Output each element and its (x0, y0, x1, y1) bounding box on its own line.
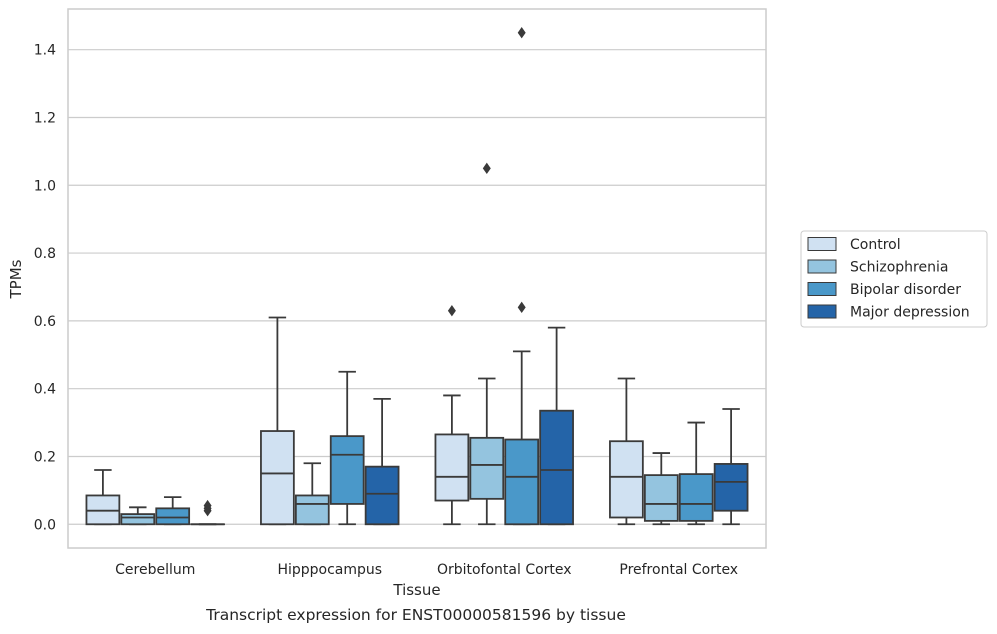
iqr-box (678, 473, 714, 522)
y-tick-label: 0.2 (34, 449, 56, 465)
iqr-box (434, 433, 470, 502)
legend: Control Schizophrenia Bipolar disorder Majo… (800, 230, 988, 328)
legend-label: Control (850, 237, 901, 253)
box-major-depression (364, 397, 400, 526)
y-tick-label: 1.0 (34, 178, 56, 194)
x-tick-label: Hipppocampus (277, 562, 382, 578)
box-schizophrenia (120, 506, 156, 526)
iqr-box (260, 430, 295, 526)
legend-swatch (807, 304, 837, 319)
iqr-box (329, 435, 365, 505)
x-tick-label: Cerebellum (115, 562, 195, 578)
x-tick-label: Prefrontal Cortex (619, 562, 738, 578)
box-major-depression (713, 408, 749, 526)
x-axis-label: Tissue (392, 581, 440, 599)
iqr-box (713, 463, 749, 512)
iqr-box (294, 494, 330, 526)
outlier-marker (203, 499, 212, 512)
iqr-box (469, 436, 505, 500)
outlier-marker (517, 27, 526, 39)
y-tick-label: 0.4 (34, 382, 56, 398)
iqr-box (155, 507, 191, 526)
plot-area-frame (67, 8, 767, 549)
outlier-marker (517, 301, 526, 314)
box-control (260, 316, 295, 526)
box-schizophrenia (469, 162, 505, 526)
y-tick-label: 0.6 (34, 314, 56, 330)
box-bipolar-disorder (504, 27, 540, 526)
outlier-marker (482, 162, 491, 175)
box-control (609, 377, 644, 526)
iqr-box (643, 474, 679, 522)
y-tick-label: 1.2 (34, 110, 56, 126)
iqr-box (609, 440, 644, 519)
legend-swatch (807, 282, 837, 296)
box-bipolar-disorder (678, 421, 714, 526)
y-tick-labels: 0.0 0.2 0.4 0.6 0.8 1.0 1.2 1.4 (34, 43, 56, 534)
y-axis-label: TPMs (7, 259, 25, 299)
legend-label: Bipolar disorder (850, 282, 961, 298)
box-major-depression (539, 326, 574, 526)
outlier-marker (447, 305, 456, 317)
gridlines (68, 49, 766, 525)
boxes (85, 27, 749, 526)
box-schizophrenia (294, 462, 330, 526)
box-schizophrenia (643, 452, 679, 526)
legend-swatch (807, 259, 837, 274)
box-bipolar-disorder (329, 370, 365, 526)
x-tick-label: Orbitofontal Cortex (437, 562, 572, 578)
box-major-depression (190, 499, 225, 526)
box-control (434, 305, 470, 526)
box-control (85, 469, 121, 526)
x-tick-labels: Cerebellum Hipppocampus Orbitofontal Corte… (115, 562, 738, 578)
box-bipolar-disorder (155, 496, 191, 526)
iqr-box (120, 513, 156, 526)
legend-label: Schizophrenia (850, 260, 948, 276)
figure-caption: Transcript expression for ENST0000058159… (206, 606, 626, 624)
y-tick-label: 1.4 (34, 43, 56, 59)
legend-label: Major depression (850, 305, 970, 321)
y-tick-label: 0.8 (34, 246, 56, 262)
legend-frame (800, 230, 988, 328)
iqr-box (539, 409, 574, 526)
y-tick-label: 0.0 (34, 517, 56, 533)
iqr-box (364, 465, 400, 526)
legend-swatch (807, 237, 837, 251)
iqr-box (504, 438, 540, 526)
